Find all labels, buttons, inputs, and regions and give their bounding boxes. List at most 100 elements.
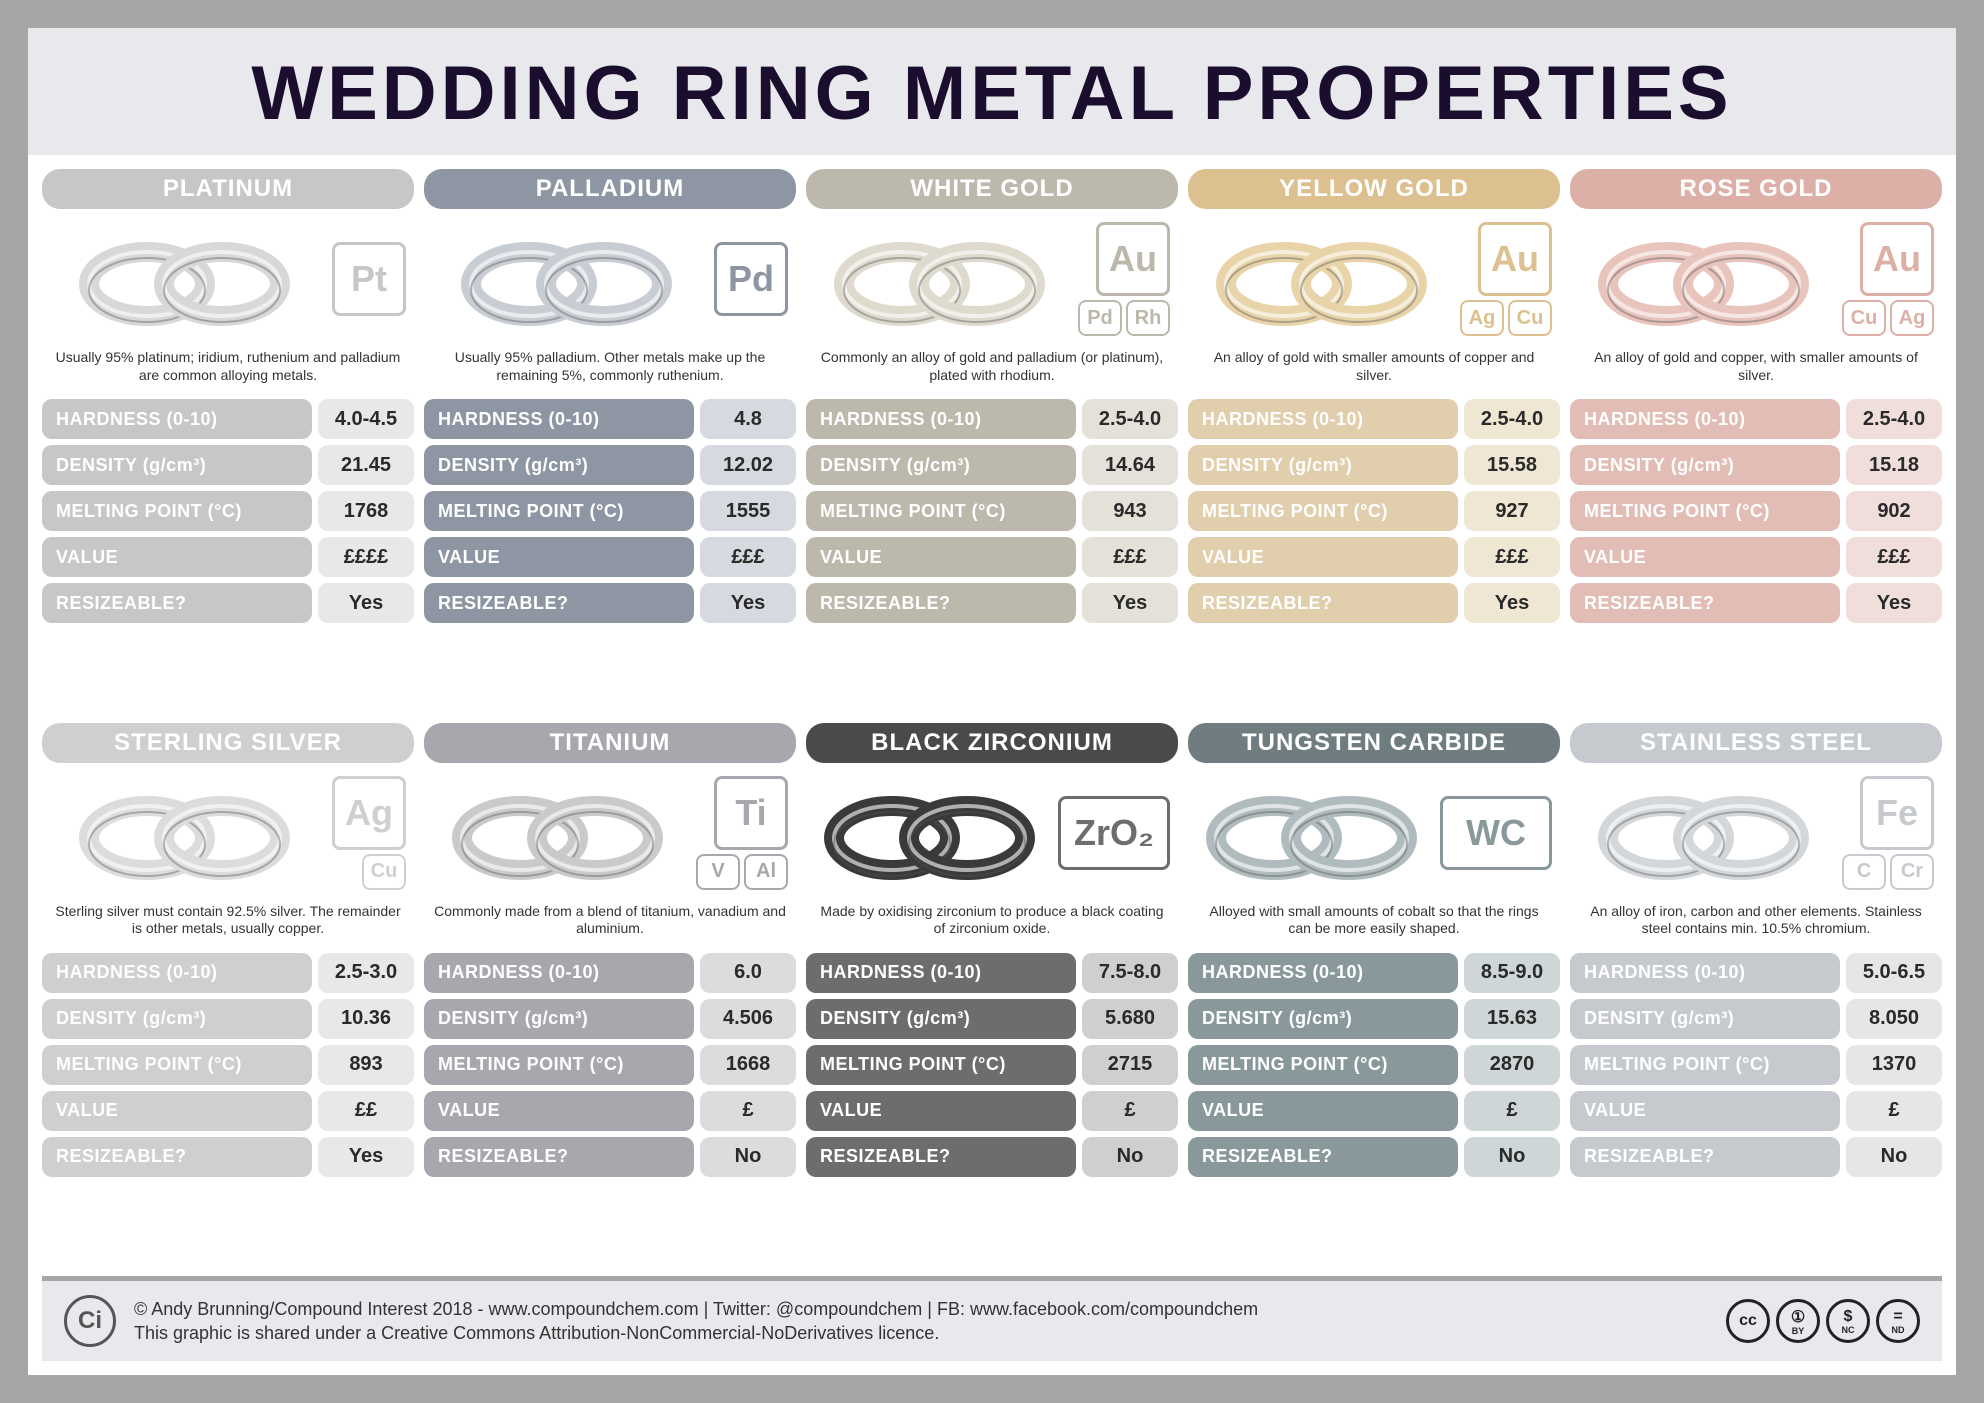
element-sub: Cr bbox=[1890, 854, 1934, 890]
element-main: Au bbox=[1860, 222, 1934, 296]
cc-badge-icon: =ND bbox=[1876, 1299, 1920, 1343]
property-label: MELTING POINT (°C) bbox=[424, 491, 694, 531]
metal-name: PALLADIUM bbox=[424, 169, 796, 209]
property-value: No bbox=[1464, 1137, 1560, 1177]
metal-description: Made by oxidising zirconium to produce a… bbox=[806, 899, 1178, 947]
metal-name: BLACK ZIRCONIUM bbox=[806, 723, 1178, 763]
title-bar: WEDDING RING METAL PROPERTIES bbox=[28, 28, 1956, 155]
property-value: 943 bbox=[1082, 491, 1178, 531]
property-row: HARDNESS (0-10)6.0 bbox=[424, 953, 796, 993]
metal-card: TUNGSTEN CARBIDE WCAlloyed with small am… bbox=[1188, 723, 1560, 1267]
element-symbols: ZrO₂ bbox=[1058, 796, 1170, 870]
property-row: MELTING POINT (°C)943 bbox=[806, 491, 1178, 531]
ring-icon bbox=[50, 224, 324, 334]
property-label: HARDNESS (0-10) bbox=[806, 399, 1076, 439]
ring-element-row: AuCuAg bbox=[1570, 219, 1942, 339]
property-label: MELTING POINT (°C) bbox=[1570, 491, 1840, 531]
property-value: 1555 bbox=[700, 491, 796, 531]
property-label: VALUE bbox=[1570, 1091, 1840, 1131]
property-label: RESIZEABLE? bbox=[424, 583, 694, 623]
ring-element-row: TiVAl bbox=[424, 773, 796, 893]
property-value: £ bbox=[700, 1091, 796, 1131]
property-label: VALUE bbox=[1570, 537, 1840, 577]
ring-icon bbox=[1196, 778, 1432, 888]
metal-description: An alloy of iron, carbon and other eleme… bbox=[1570, 899, 1942, 947]
property-label: RESIZEABLE? bbox=[1188, 1137, 1458, 1177]
footer: Ci © Andy Brunning/Compound Interest 201… bbox=[42, 1276, 1942, 1361]
property-label: DENSITY (g/cm³) bbox=[806, 999, 1076, 1039]
ring-icon bbox=[432, 778, 688, 888]
metal-description: Sterling silver must contain 92.5% silve… bbox=[42, 899, 414, 947]
metal-description: An alloy of gold with smaller amounts of… bbox=[1188, 345, 1560, 393]
property-row: DENSITY (g/cm³)15.18 bbox=[1570, 445, 1942, 485]
ring-element-row: WC bbox=[1188, 773, 1560, 893]
property-label: DENSITY (g/cm³) bbox=[42, 999, 312, 1039]
element-sub-row: CCr bbox=[1842, 854, 1934, 890]
ring-icon bbox=[1578, 778, 1834, 888]
element-main: Ag bbox=[332, 776, 406, 850]
property-value: 4.8 bbox=[700, 399, 796, 439]
property-row: RESIZEABLE?No bbox=[806, 1137, 1178, 1177]
metal-description: Usually 95% palladium. Other metals make… bbox=[424, 345, 796, 393]
property-row: VALUE£ bbox=[424, 1091, 796, 1131]
property-value: No bbox=[1082, 1137, 1178, 1177]
property-row: HARDNESS (0-10)2.5-4.0 bbox=[806, 399, 1178, 439]
property-row: VALUE££££ bbox=[42, 537, 414, 577]
property-label: DENSITY (g/cm³) bbox=[1188, 999, 1458, 1039]
metal-card: STAINLESS STEEL FeCCrAn alloy of iron, c… bbox=[1570, 723, 1942, 1267]
property-row: RESIZEABLE?Yes bbox=[42, 583, 414, 623]
element-sub: Al bbox=[744, 854, 788, 890]
element-sub: Rh bbox=[1126, 300, 1170, 336]
property-label: DENSITY (g/cm³) bbox=[424, 999, 694, 1039]
property-label: RESIZEABLE? bbox=[42, 1137, 312, 1177]
property-row: HARDNESS (0-10)2.5-4.0 bbox=[1570, 399, 1942, 439]
element-symbols: Au AgCu bbox=[1460, 222, 1552, 336]
property-label: RESIZEABLE? bbox=[424, 1137, 694, 1177]
property-row: RESIZEABLE?Yes bbox=[42, 1137, 414, 1177]
ring-icon bbox=[50, 778, 324, 888]
element-symbols: AuCuAg bbox=[1842, 222, 1934, 336]
property-value: 15.63 bbox=[1464, 999, 1560, 1039]
property-value: £££ bbox=[1846, 537, 1942, 577]
ring-element-row: AgCu bbox=[42, 773, 414, 893]
metal-card: ROSE GOLD AuCuAgAn alloy of gold and cop… bbox=[1570, 169, 1942, 713]
property-label: HARDNESS (0-10) bbox=[806, 953, 1076, 993]
property-value: 2.5-3.0 bbox=[318, 953, 414, 993]
ring-element-row: FeCCr bbox=[1570, 773, 1942, 893]
property-row: DENSITY (g/cm³)15.63 bbox=[1188, 999, 1560, 1039]
property-value: 10.36 bbox=[318, 999, 414, 1039]
property-value: £££ bbox=[1464, 537, 1560, 577]
property-label: MELTING POINT (°C) bbox=[42, 491, 312, 531]
property-value: 6.0 bbox=[700, 953, 796, 993]
metal-card: STERLING SILVER AgCuSterling silver must… bbox=[42, 723, 414, 1267]
property-label: VALUE bbox=[806, 537, 1076, 577]
compound-interest-logo: Ci bbox=[64, 1295, 116, 1347]
element-sub: Pd bbox=[1078, 300, 1122, 336]
property-value: 2.5-4.0 bbox=[1464, 399, 1560, 439]
property-label: MELTING POINT (°C) bbox=[424, 1045, 694, 1085]
property-row: DENSITY (g/cm³)14.64 bbox=[806, 445, 1178, 485]
property-label: HARDNESS (0-10) bbox=[1188, 953, 1458, 993]
property-row: DENSITY (g/cm³)21.45 bbox=[42, 445, 414, 485]
metal-description: Commonly an alloy of gold and palladium … bbox=[806, 345, 1178, 393]
element-sub-row: AgCu bbox=[1460, 300, 1552, 336]
metal-card: TITANIUM TiVAlCommonly made from a blend… bbox=[424, 723, 796, 1267]
property-label: RESIZEABLE? bbox=[42, 583, 312, 623]
property-value: ££ bbox=[318, 1091, 414, 1131]
element-main: Au bbox=[1478, 222, 1552, 296]
property-label: MELTING POINT (°C) bbox=[1188, 1045, 1458, 1085]
metal-description: An alloy of gold and copper, with smalle… bbox=[1570, 345, 1942, 393]
property-label: MELTING POINT (°C) bbox=[1188, 491, 1458, 531]
element-sub-row: PdRh bbox=[1078, 300, 1170, 336]
element-main: WC bbox=[1440, 796, 1552, 870]
infographic-page: WEDDING RING METAL PROPERTIES PLATINUM P… bbox=[28, 28, 1956, 1375]
cc-badge-icon: cc bbox=[1726, 1299, 1770, 1343]
property-value: £ bbox=[1464, 1091, 1560, 1131]
property-value: 15.18 bbox=[1846, 445, 1942, 485]
property-label: DENSITY (g/cm³) bbox=[806, 445, 1076, 485]
element-sub: Cu bbox=[1842, 300, 1886, 336]
property-row: VALUE££ bbox=[42, 1091, 414, 1131]
metal-description: Alloyed with small amounts of cobalt so … bbox=[1188, 899, 1560, 947]
ring-element-row: AuPdRh bbox=[806, 219, 1178, 339]
footer-licence: This graphic is shared under a Creative … bbox=[134, 1321, 1708, 1345]
